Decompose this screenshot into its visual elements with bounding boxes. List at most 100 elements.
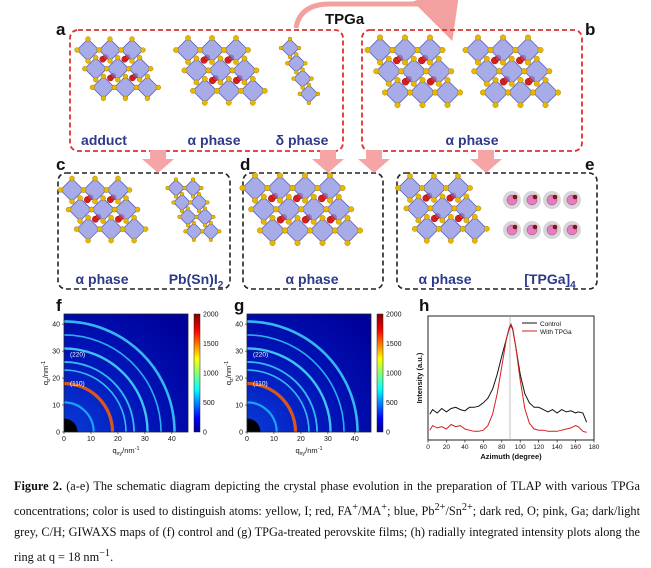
- x-tick-label: 80: [498, 444, 506, 451]
- iodine-atom: [119, 226, 126, 232]
- iodine-atom: [88, 206, 95, 213]
- iodine-atom: [191, 237, 196, 242]
- iodine-atom: [190, 177, 196, 182]
- x-tick-label: 180: [589, 444, 600, 451]
- iodine-atom: [432, 89, 438, 96]
- iodine-atom: [181, 67, 188, 74]
- iodine-atom: [115, 175, 121, 182]
- iodine-atom: [373, 68, 380, 75]
- iodine-atom: [248, 206, 255, 213]
- panel-letter-d: d: [240, 155, 250, 174]
- iodine-atom: [65, 206, 72, 213]
- caption-text-5: ; dark red, O; pink, Ga; dark/light grey…: [14, 504, 640, 565]
- oxygen-atom: [512, 194, 518, 200]
- iodine-atom: [307, 227, 313, 234]
- iodine-atom: [542, 102, 549, 108]
- iodine-atom: [126, 187, 133, 193]
- iodine-atom: [122, 95, 129, 102]
- iodine-atom: [389, 47, 396, 53]
- iodine-atom: [309, 76, 314, 81]
- colorbar-tick-label: 500: [386, 400, 398, 407]
- iodine-atom: [435, 55, 442, 62]
- iodine-atom: [165, 185, 170, 191]
- iodine-atom: [517, 77, 524, 83]
- iodine-atom: [269, 215, 276, 221]
- iodine-atom: [137, 55, 143, 61]
- iodine-atom: [179, 191, 185, 197]
- iodine-atom: [530, 89, 536, 96]
- iodine-atom: [205, 67, 212, 74]
- iodine-atom: [310, 193, 317, 200]
- label-alpha-phase-e: α phase: [419, 271, 472, 287]
- panel-letter-g: g: [234, 296, 244, 315]
- iodine-atom: [555, 89, 561, 96]
- iodine-atom: [118, 47, 124, 53]
- iodine-atom: [183, 229, 188, 234]
- iodine-atom: [140, 47, 146, 53]
- iodine-atom: [315, 91, 321, 97]
- iodine-atom: [185, 59, 191, 65]
- iodine-atom: [173, 47, 179, 53]
- iodine-atom: [69, 198, 75, 205]
- ring-label-110: (110): [253, 380, 268, 387]
- iodine-atom: [394, 102, 401, 108]
- iodine-atom: [225, 75, 232, 82]
- giwaxs-map: [64, 314, 188, 432]
- y-tick-label: 30: [52, 349, 60, 356]
- diffraction-ring: [247, 347, 332, 432]
- iodine-atom: [463, 217, 470, 224]
- oxygen-atom: [512, 224, 518, 230]
- iodine-atom: [92, 198, 98, 205]
- label-delta-phase: δ phase: [276, 132, 329, 148]
- ring-label-220: (220): [70, 351, 85, 358]
- iodine-atom: [423, 68, 430, 75]
- iodine-atom: [123, 195, 129, 201]
- colorbar: [376, 313, 384, 433]
- iodine-atom: [285, 218, 292, 225]
- chart-x-ticks: 0 20 40 60 80 100 120 140 160 180: [426, 440, 600, 451]
- giwaxs-ylabel: qz/nm-1: [41, 361, 52, 385]
- chart-series: [429, 322, 588, 433]
- iodine-atom: [444, 102, 451, 108]
- iodine-atom: [190, 194, 196, 199]
- iodine-atom: [82, 66, 88, 72]
- x-tick-label: 160: [570, 444, 581, 451]
- tpga-label: TPGa: [325, 11, 365, 28]
- oxygen-atom: [532, 224, 538, 230]
- series-line-control: [429, 324, 588, 423]
- iodine-atom: [104, 66, 110, 72]
- iodine-atom: [289, 185, 296, 191]
- azimuth-chart: 0 20 40 60 80 100 120 140 160 180 Azimuth (degree…: [415, 315, 600, 461]
- x-tick-label: 0: [62, 436, 66, 443]
- colorbar-tick-label: 1000: [203, 371, 219, 378]
- perovskite-block: [74, 36, 162, 102]
- x-tick-label: 30: [141, 436, 149, 443]
- iodine-atom: [411, 225, 418, 232]
- iodine-atom: [508, 80, 515, 87]
- oxygen-atom: [572, 224, 578, 230]
- oxygen-atom: [532, 194, 538, 200]
- legend-label-control: Control: [540, 321, 562, 328]
- perovskite-block: [278, 36, 321, 106]
- y-tick-label: 20: [52, 376, 60, 383]
- iodine-atom: [193, 79, 200, 86]
- iodine-atom: [385, 55, 392, 62]
- iodine-atom: [306, 100, 312, 106]
- iodine-atom: [407, 89, 413, 96]
- iodine-atom: [402, 34, 408, 41]
- iodine-atom: [521, 68, 528, 75]
- phase-labels: adduct α phase δ phase α phase α phase P…: [76, 132, 577, 291]
- iodine-atom: [294, 215, 301, 221]
- iodine-atom: [80, 187, 87, 193]
- x-tick-label: 30: [324, 436, 332, 443]
- panel-letter-e: e: [585, 155, 594, 174]
- iodine-atom: [74, 47, 80, 53]
- iodine-atom: [93, 77, 99, 83]
- iodine-atom: [447, 237, 454, 244]
- iodine-atom: [185, 35, 191, 41]
- iodine-atom: [448, 68, 455, 75]
- iodine-atom: [398, 68, 405, 75]
- iodine-atom: [462, 47, 469, 53]
- iodine-atom: [155, 84, 162, 91]
- iodine-atom: [487, 47, 494, 53]
